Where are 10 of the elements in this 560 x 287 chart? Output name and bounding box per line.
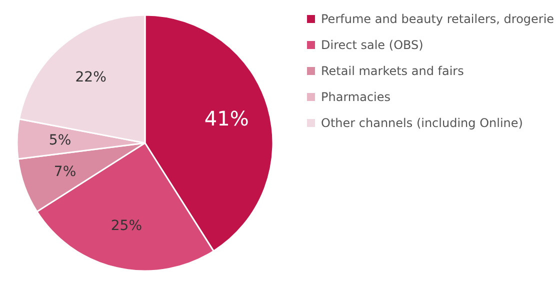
data-label: 41%: [204, 106, 249, 130]
legend-label: Direct sale (OBS): [321, 38, 424, 52]
data-label: 25%: [110, 218, 142, 234]
legend-label: Perfume and beauty retailers, drogerie: [321, 12, 554, 26]
legend-label: Other channels (including Online): [321, 116, 523, 130]
data-label: 22%: [75, 70, 106, 86]
legend-label: Pharmacies: [321, 90, 391, 104]
data-label: 7%: [54, 164, 76, 180]
data-label: 5%: [48, 132, 72, 148]
legend-label: Retail markets and fairs: [321, 64, 464, 78]
